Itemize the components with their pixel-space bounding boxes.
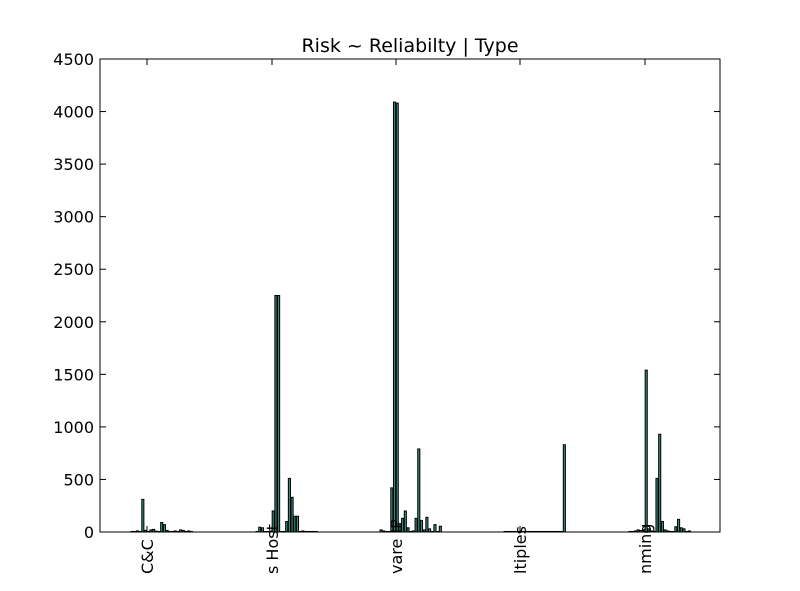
y-tick-label: 3000	[53, 208, 94, 227]
y-tick-label: 2000	[53, 313, 94, 332]
bar	[658, 433, 662, 533]
x-axis: C&C s Host vare IP ltiples nming	[138, 59, 655, 574]
y-tick-label: 4500	[53, 50, 94, 69]
bar	[679, 527, 683, 533]
bar	[141, 498, 145, 533]
bar	[293, 515, 297, 533]
bar	[287, 477, 291, 533]
bar	[414, 517, 418, 533]
bar	[655, 477, 659, 533]
bar	[162, 524, 166, 533]
bar	[438, 525, 442, 533]
y-tick-label: 500	[63, 470, 94, 489]
chart-title: Risk ~ Reliabilty | Type	[301, 35, 518, 57]
bar	[644, 369, 648, 533]
bar	[660, 520, 664, 533]
bar	[419, 519, 424, 533]
bar	[677, 518, 681, 533]
bar	[258, 526, 262, 533]
y-tick-label: 0	[84, 523, 94, 542]
bar	[417, 448, 421, 533]
bar	[395, 102, 399, 533]
bars	[130, 101, 691, 533]
x-tick-label: vare IP	[387, 519, 406, 574]
x-tick-label: nming	[636, 524, 655, 574]
bar	[425, 516, 429, 533]
bar	[285, 520, 289, 533]
x-tick-label: C&C	[138, 539, 157, 574]
bar	[562, 444, 566, 533]
bar	[406, 527, 410, 533]
bar	[274, 295, 278, 533]
y-tick-label: 1000	[53, 418, 94, 437]
bar	[290, 496, 294, 533]
y-tick-label: 3500	[53, 155, 94, 174]
bar	[160, 522, 164, 533]
bar	[674, 526, 678, 533]
plot-frame	[99, 58, 721, 533]
x-tick-label: ltiples	[511, 526, 530, 574]
bar	[277, 295, 281, 533]
y-axis: 0 500 1000 1500 2000 2500 3000 3500 4000 4500	[53, 50, 720, 542]
y-tick-label: 2500	[53, 260, 94, 279]
y-tick-label: 4000	[53, 103, 94, 122]
bar	[433, 524, 437, 533]
x-tick-label: s Host	[263, 524, 282, 574]
bar	[295, 515, 300, 533]
y-tick-label: 1500	[53, 365, 94, 384]
bar	[392, 101, 397, 533]
